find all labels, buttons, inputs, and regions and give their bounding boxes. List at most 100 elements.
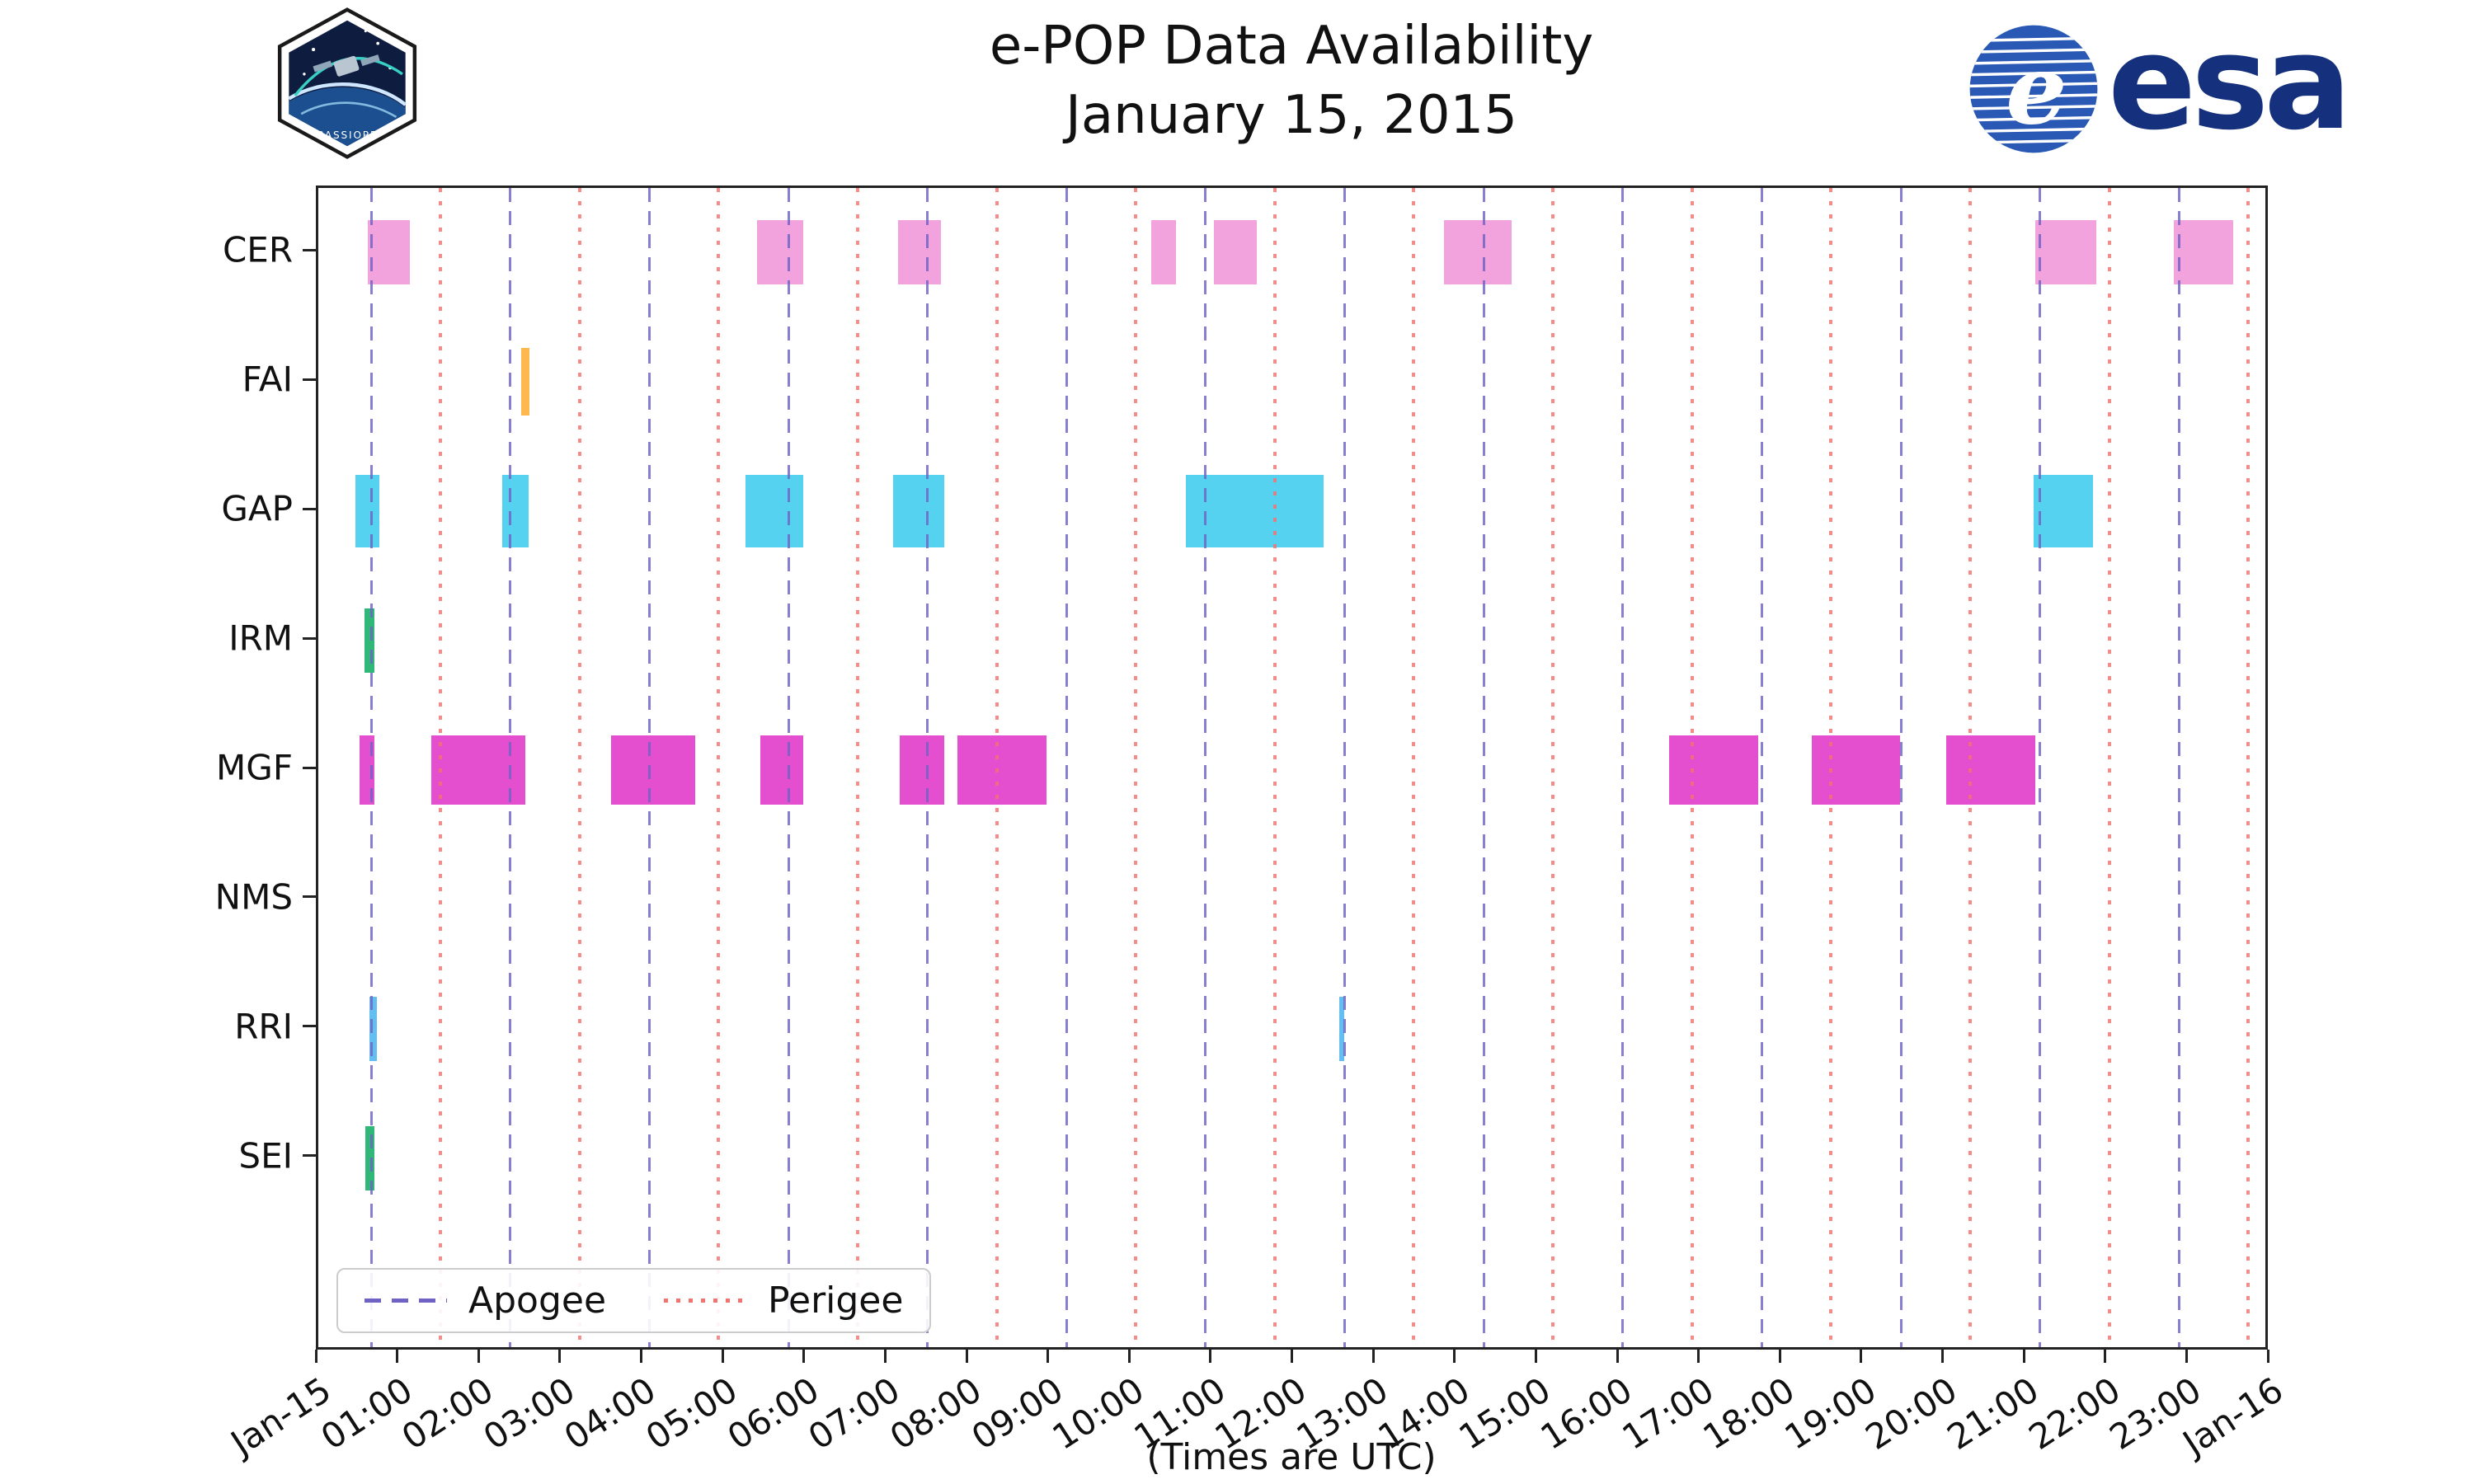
availability-bar-mgf xyxy=(1811,735,1901,805)
perigee-line xyxy=(1551,188,1555,1347)
x-axis-tick xyxy=(883,1350,887,1363)
x-tick-label: 06:00 xyxy=(720,1369,826,1458)
availability-bar-mgf xyxy=(431,735,526,805)
x-tick-label: 01:00 xyxy=(313,1369,420,1458)
apogee-line xyxy=(1343,188,1347,1347)
availability-bar-gap xyxy=(1186,475,1324,548)
availability-bar-rri xyxy=(369,996,377,1061)
chart-title: e-POP Data Availability January 15, 2015 xyxy=(990,12,1593,151)
x-tick-label: 10:00 xyxy=(1045,1369,1151,1458)
x-tick-label: 05:00 xyxy=(638,1369,745,1458)
availability-bar-gap xyxy=(745,475,803,548)
svg-text:e: e xyxy=(2006,32,2067,146)
perigee-line-sample xyxy=(664,1298,747,1303)
legend: Apogee Perigee xyxy=(336,1268,932,1333)
x-tick-label: 03:00 xyxy=(476,1369,582,1458)
x-axis-tick xyxy=(314,1350,317,1363)
y-axis-tick xyxy=(303,378,316,381)
x-tick-label: 16:00 xyxy=(1533,1369,1639,1458)
availability-bar-cer xyxy=(1150,220,1177,285)
y-axis-tick xyxy=(303,895,316,899)
availability-bar-mgf xyxy=(900,735,945,805)
x-axis-tick xyxy=(640,1350,642,1363)
x-axis-tick xyxy=(721,1350,724,1363)
x-axis-tick xyxy=(2104,1350,2107,1363)
x-axis-tick xyxy=(1697,1350,1700,1363)
x-axis-tick xyxy=(2022,1350,2025,1363)
perigee-line xyxy=(995,188,999,1347)
availability-bar-cer xyxy=(2173,220,2233,285)
apogee-line xyxy=(926,188,929,1347)
x-axis-tick xyxy=(1941,1350,1944,1363)
availability-bar-gap xyxy=(501,475,529,548)
availability-bar-gap xyxy=(355,475,379,548)
x-tick-label: Jan-15 xyxy=(223,1369,338,1463)
x-axis-tick xyxy=(1616,1350,1619,1363)
availability-bar-gap xyxy=(2034,475,2093,548)
x-tick-label: 04:00 xyxy=(557,1369,664,1458)
perigee-line xyxy=(577,188,581,1347)
availability-bar-cer xyxy=(1443,220,1512,285)
row-label-mgf: MGF xyxy=(216,747,293,788)
availability-bar-fai xyxy=(520,348,530,416)
legend-label-perigee: Perigee xyxy=(768,1280,904,1322)
perigee-line xyxy=(717,188,721,1347)
row-label-nms: NMS xyxy=(214,876,293,918)
x-axis-tick xyxy=(1047,1350,1050,1363)
x-axis-tick xyxy=(802,1350,806,1363)
perigee-line xyxy=(855,188,859,1347)
availability-bar-rri xyxy=(1338,996,1344,1061)
title-line1: e-POP Data Availability xyxy=(989,16,1594,77)
y-axis-tick xyxy=(303,1025,316,1028)
availability-bar-cer xyxy=(2034,220,2096,285)
x-axis-tick xyxy=(1291,1350,1293,1363)
x-axis-tick xyxy=(396,1350,399,1363)
x-axis-tick xyxy=(477,1350,480,1363)
apogee-line xyxy=(1761,188,1764,1347)
availability-bar-gap xyxy=(893,475,945,548)
apogee-line xyxy=(1621,188,1625,1347)
y-axis-tick xyxy=(303,1154,316,1158)
apogee-line xyxy=(1482,188,1485,1347)
x-axis-tick xyxy=(2185,1350,2188,1363)
perigee-line xyxy=(1272,188,1277,1347)
availability-bar-irm xyxy=(365,608,375,674)
perigee-line xyxy=(438,188,442,1347)
availability-bar-cer xyxy=(1213,220,1258,285)
x-tick-label: 07:00 xyxy=(801,1369,908,1458)
cassiope-patch-logo: CASSIOPE xyxy=(270,7,424,163)
x-axis-tick xyxy=(2266,1350,2269,1363)
x-axis-tick xyxy=(1860,1350,1863,1363)
x-axis-tick xyxy=(1127,1350,1131,1363)
availability-bar-mgf xyxy=(611,735,695,805)
x-tick-label: 19:00 xyxy=(1777,1369,1884,1458)
legend-label-apogee: Apogee xyxy=(468,1280,607,1322)
cassiope-patch-icon: CASSIOPE xyxy=(277,7,417,159)
x-tick-label: 02:00 xyxy=(394,1369,501,1458)
y-axis-tick xyxy=(303,507,316,510)
availability-bar-mgf xyxy=(760,735,803,805)
x-axis-tick xyxy=(1371,1350,1375,1363)
row-label-fai: FAI xyxy=(242,359,293,400)
cassiope-patch-label: CASSIOPE xyxy=(317,129,379,141)
x-axis-tick xyxy=(1778,1350,1781,1363)
y-axis-tick xyxy=(303,636,316,640)
satellite-icon xyxy=(313,54,380,77)
x-tick-label: 20:00 xyxy=(1858,1369,1965,1458)
row-label-irm: IRM xyxy=(228,618,293,659)
x-tick-label: 08:00 xyxy=(882,1369,989,1458)
availability-bar-cer xyxy=(756,220,803,285)
apogee-line xyxy=(1065,188,1068,1347)
availability-bar-mgf xyxy=(1946,735,2035,805)
esa-logo: e esa xyxy=(1963,7,2352,160)
title-line2: January 15, 2015 xyxy=(1065,85,1517,147)
perigee-line xyxy=(1968,188,1973,1347)
apogee-line xyxy=(1204,188,1207,1347)
availability-bar-cer xyxy=(368,220,411,285)
x-axis-label: (Times are UTC) xyxy=(1146,1436,1437,1478)
perigee-line xyxy=(2107,188,2111,1347)
esa-wordmark: esa xyxy=(2108,7,2352,159)
apogee-line xyxy=(787,188,790,1347)
x-axis-tick xyxy=(1534,1350,1537,1363)
y-axis-tick xyxy=(303,766,316,769)
